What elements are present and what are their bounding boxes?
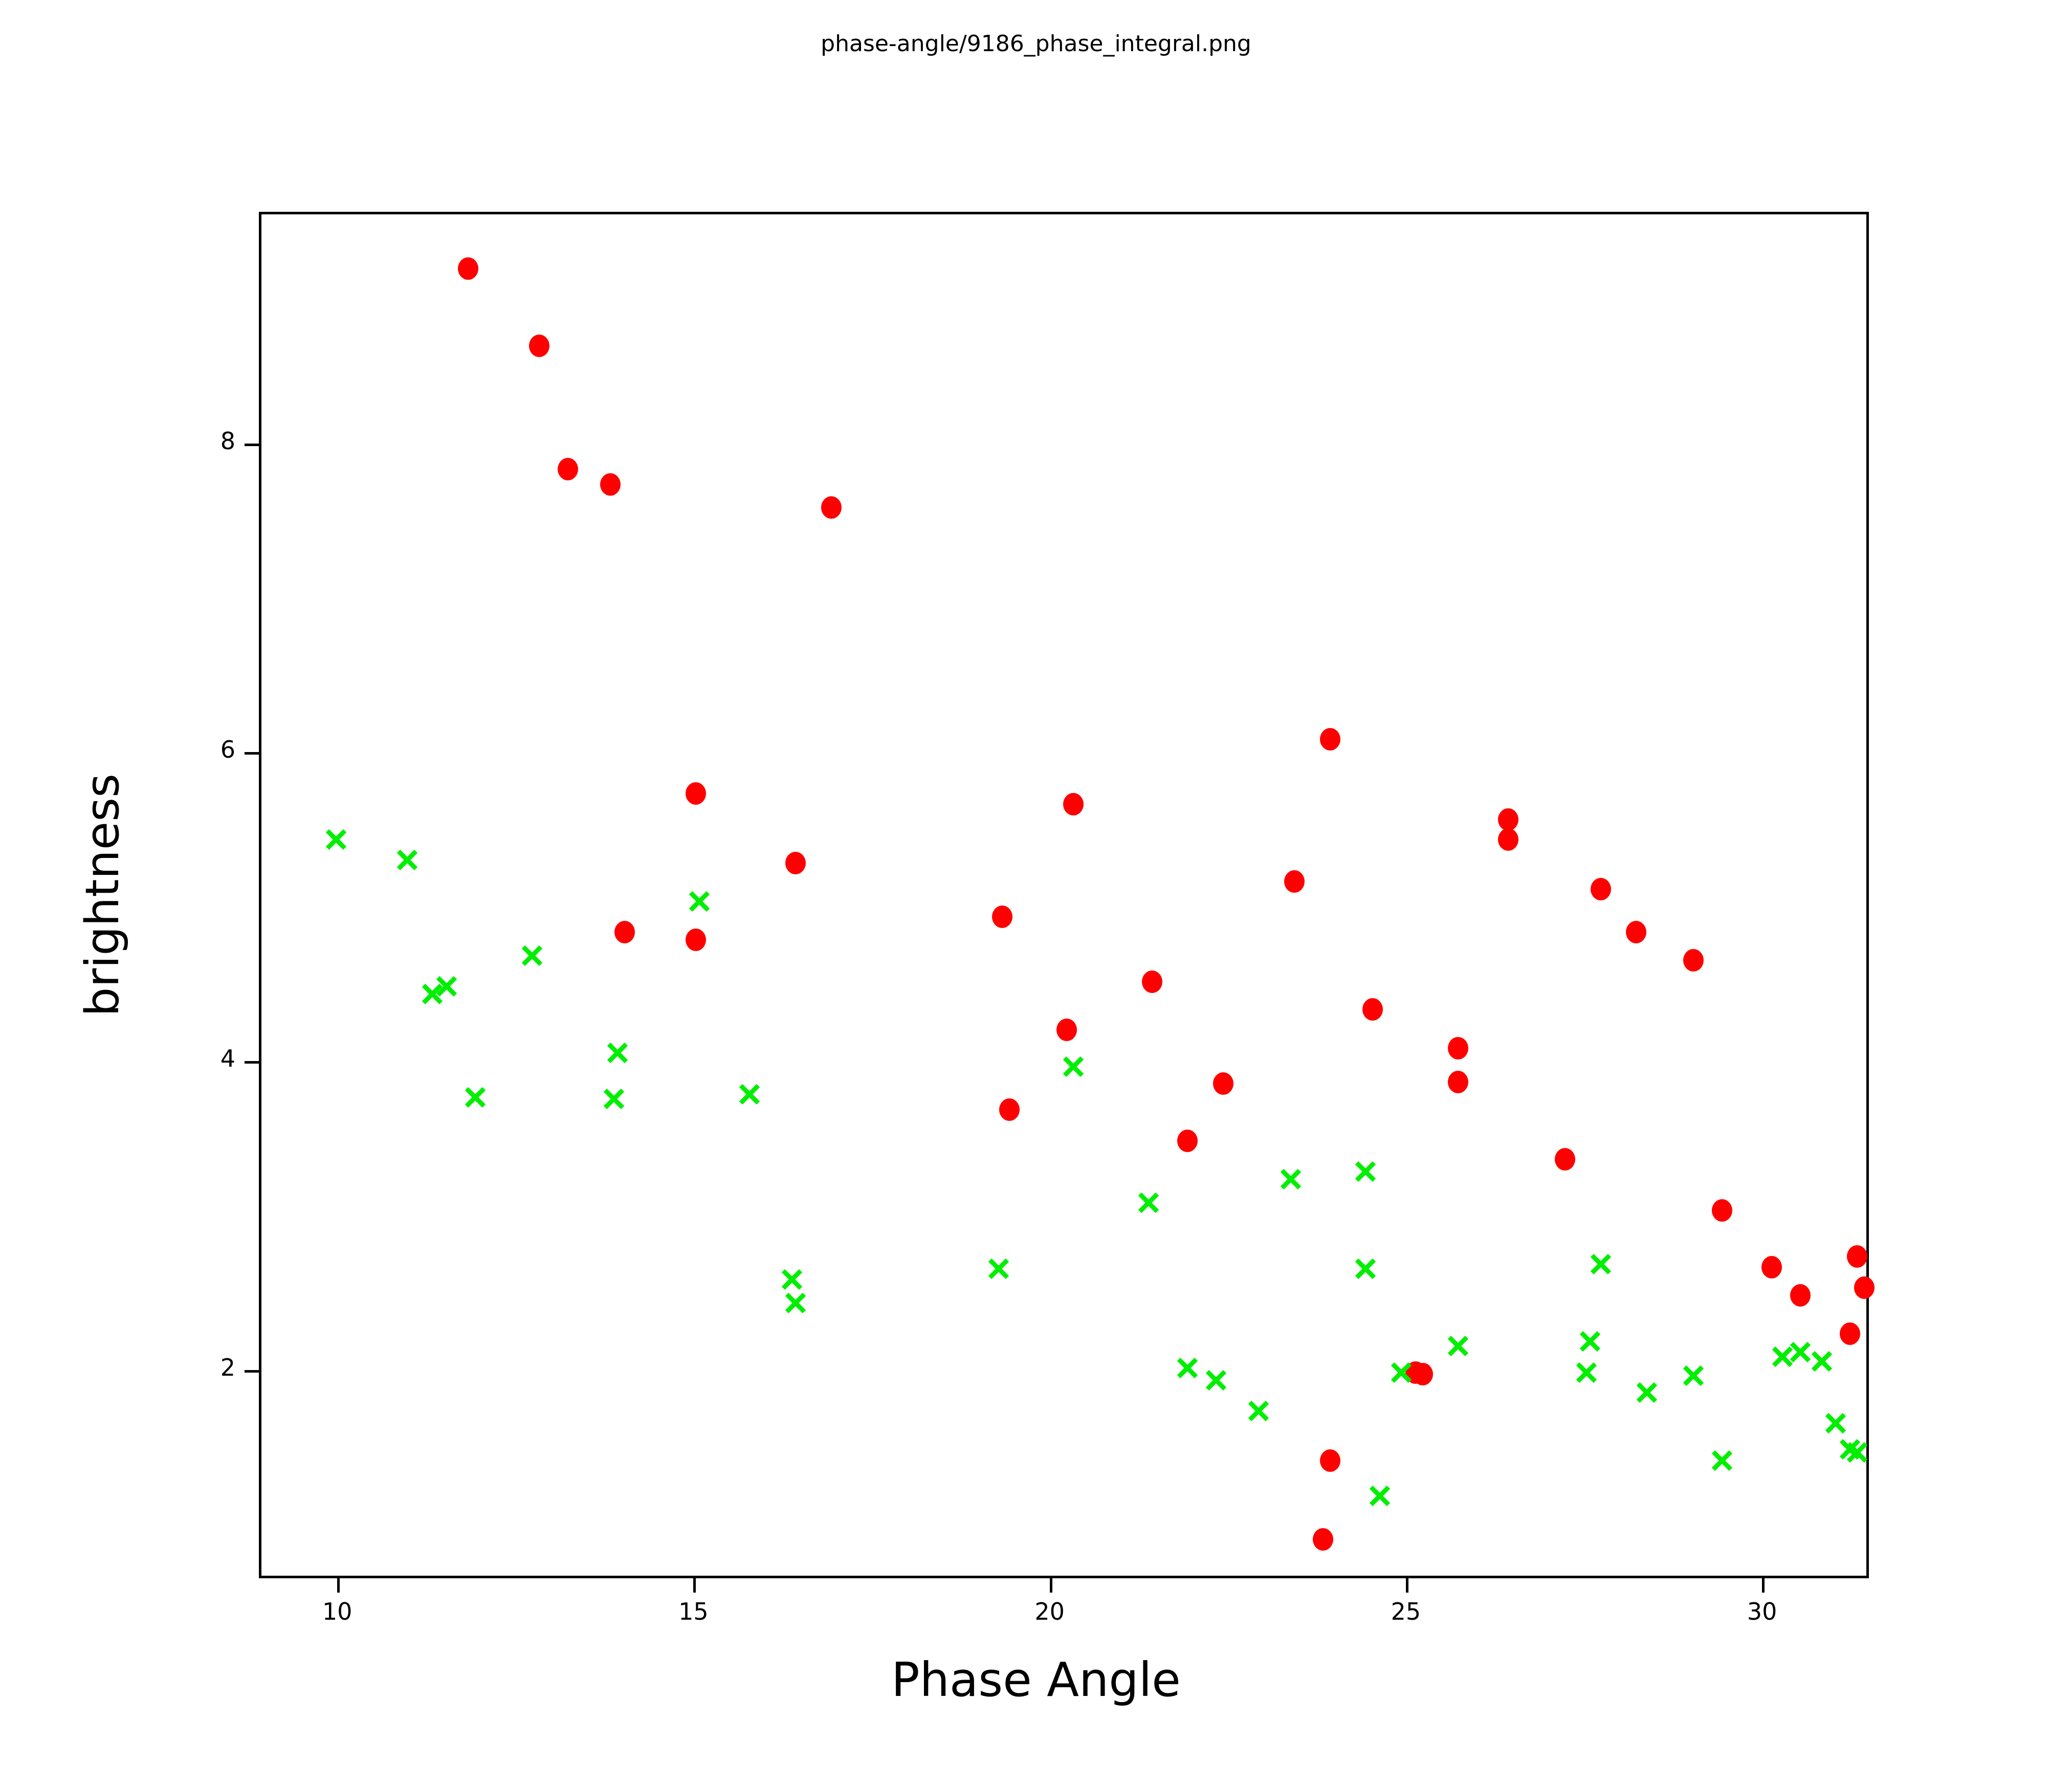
data-point-cross xyxy=(602,1087,626,1111)
data-point-circle xyxy=(821,496,842,519)
data-point-cross xyxy=(1824,1411,1847,1435)
data-point-circle xyxy=(992,906,1013,929)
x-axis-tick xyxy=(1405,1578,1408,1593)
data-point-cross xyxy=(1810,1350,1834,1373)
data-point-cross xyxy=(738,1083,761,1106)
data-point-circle xyxy=(1312,1528,1333,1551)
data-point-circle xyxy=(1056,1018,1077,1041)
y-axis-tick-label: 6 xyxy=(220,736,235,764)
x-axis-tick xyxy=(693,1578,696,1593)
data-point-circle xyxy=(457,257,478,280)
data-point-cross xyxy=(1062,1055,1085,1078)
data-point-circle xyxy=(1213,1072,1233,1095)
data-point-circle xyxy=(1854,1276,1875,1299)
x-axis-tick xyxy=(1049,1578,1052,1593)
data-point-circle xyxy=(1497,808,1518,831)
data-point-circle xyxy=(1761,1256,1782,1279)
y-axis-tick xyxy=(245,1370,259,1373)
data-point-cross xyxy=(395,848,419,872)
x-axis-label: Phase Angle xyxy=(891,1652,1181,1707)
data-point-circle xyxy=(999,1098,1020,1121)
data-point-circle xyxy=(614,921,635,944)
data-point-circle xyxy=(1284,870,1305,893)
data-point-circle xyxy=(1362,998,1383,1021)
y-axis-tick-label: 4 xyxy=(220,1044,235,1072)
data-point-circle xyxy=(1626,921,1647,944)
data-point-circle xyxy=(557,457,578,480)
data-point-cross xyxy=(1390,1361,1413,1384)
x-axis-tick-label: 20 xyxy=(1034,1598,1065,1625)
data-point-circle xyxy=(1141,970,1162,993)
axis-tick-layer: 2 4 6 8 10 15 20 25 30 xyxy=(221,212,1869,1625)
y-axis-tick-label: 2 xyxy=(220,1353,235,1381)
data-point-cross xyxy=(324,828,348,851)
data-point-cross xyxy=(1710,1449,1734,1472)
data-point-circle xyxy=(1555,1148,1576,1171)
data-point-circle xyxy=(1319,1449,1340,1472)
x-axis-tick-label: 15 xyxy=(678,1598,709,1625)
data-point-circle xyxy=(1497,828,1518,851)
data-point-circle xyxy=(1448,1036,1469,1060)
data-point-cross xyxy=(421,982,444,1006)
y-axis-tick xyxy=(245,443,259,446)
data-point-circle xyxy=(1683,948,1704,972)
x-axis-tick-label: 25 xyxy=(1391,1598,1421,1625)
y-axis-tick-label: 8 xyxy=(220,427,235,455)
data-point-circle xyxy=(1319,728,1340,751)
data-point-cross xyxy=(1354,1257,1377,1281)
data-point-cross xyxy=(1247,1399,1270,1423)
data-point-cross xyxy=(1789,1340,1812,1364)
data-point-circle xyxy=(1840,1322,1861,1345)
data-point-cross xyxy=(1771,1345,1794,1369)
data-point-cross xyxy=(1575,1361,1598,1384)
y-axis-tick xyxy=(245,1061,259,1064)
data-point-circle xyxy=(686,782,707,805)
data-point-circle xyxy=(1790,1284,1811,1307)
data-point-cross xyxy=(784,1291,807,1315)
data-point-cross xyxy=(780,1268,804,1291)
data-point-cross xyxy=(1368,1484,1392,1508)
data-point-cross xyxy=(606,1041,629,1065)
data-point-cross xyxy=(1204,1369,1228,1392)
data-points-layer xyxy=(261,214,1875,1576)
data-point-circle xyxy=(529,334,550,357)
data-point-cross xyxy=(1446,1334,1470,1358)
data-point-circle xyxy=(785,851,806,874)
data-point-cross xyxy=(1137,1191,1160,1215)
data-point-circle xyxy=(1177,1129,1198,1152)
data-point-circle xyxy=(600,473,621,496)
x-axis-tick xyxy=(1762,1578,1765,1593)
data-point-circle xyxy=(1590,877,1611,900)
plot-area xyxy=(259,212,1875,1578)
data-point-cross xyxy=(520,944,544,967)
data-point-cross xyxy=(688,890,711,913)
data-point-cross xyxy=(1354,1160,1377,1183)
y-axis-label: brightness xyxy=(75,774,129,1017)
data-point-circle xyxy=(686,929,707,952)
x-axis-tick-label: 30 xyxy=(1747,1598,1777,1625)
data-point-cross xyxy=(1682,1364,1705,1387)
figure-title: phase-angle/9186_phase_integral.png xyxy=(821,31,1251,57)
data-point-cross xyxy=(1578,1330,1602,1353)
data-point-cross xyxy=(987,1257,1010,1281)
data-point-cross xyxy=(1176,1356,1199,1380)
y-axis-label-container: brightness xyxy=(72,212,133,1578)
y-axis-tick xyxy=(245,752,259,755)
data-point-cross xyxy=(1279,1167,1303,1191)
data-point-cross xyxy=(435,975,458,998)
x-axis-tick-label: 10 xyxy=(322,1598,352,1625)
data-point-circle xyxy=(1063,792,1084,815)
data-point-cross xyxy=(1635,1381,1659,1404)
data-point-cross xyxy=(464,1086,487,1109)
data-point-cross xyxy=(1589,1252,1613,1276)
data-point-cross xyxy=(1845,1441,1869,1464)
data-point-circle xyxy=(1711,1199,1732,1222)
x-axis-tick xyxy=(337,1578,340,1593)
data-point-circle xyxy=(1847,1245,1868,1268)
data-point-circle xyxy=(1448,1071,1469,1094)
data-point-circle xyxy=(1412,1362,1433,1385)
